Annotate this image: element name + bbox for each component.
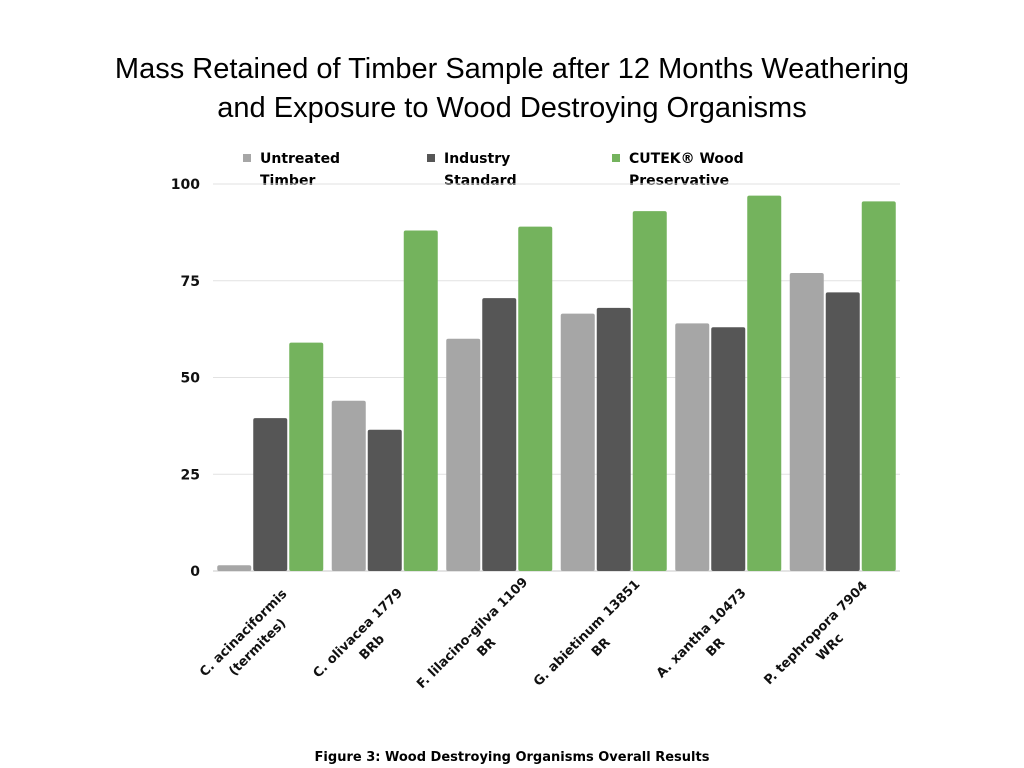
x-tick-label-line: G. abietinum 13851: [531, 577, 643, 689]
legend-item-cutek: CUTEK® Wood Preservative: [612, 148, 749, 192]
legend-label-untreated-line-1: Untreated: [260, 151, 341, 167]
x-tick-label-line: BR: [703, 635, 728, 660]
legend-item-industry: Industry Standard: [427, 148, 564, 192]
bar: [289, 342, 324, 571]
bar: [675, 323, 710, 571]
legend-label-untreated: Untreated Timber: [260, 148, 380, 192]
bar: [446, 338, 481, 571]
bar: [518, 226, 553, 571]
legend-label-untreated-line-2: Timber: [260, 173, 316, 189]
y-tick-label: 25: [181, 467, 200, 483]
bar: [560, 313, 595, 571]
bar: [596, 307, 631, 571]
x-tick-label-line: BR: [589, 635, 614, 660]
chart-title-line-2: and Exposure to Wood Destroying Organism…: [217, 92, 807, 124]
bar: [217, 565, 252, 571]
x-tick-label-line: P. tephropora 7904: [761, 579, 870, 688]
y-tick-label: 0: [190, 564, 200, 580]
legend-swatch-untreated: [243, 154, 251, 162]
x-tick-label-line: A. xantha 10473: [654, 586, 750, 682]
bar: [825, 292, 860, 571]
bar: [403, 230, 438, 571]
x-tick-label-line: C. olivacea 1779: [310, 586, 406, 682]
y-tick-label: 75: [181, 274, 200, 290]
bar: [367, 429, 402, 571]
legend-label-cutek-line-2: Preservative: [629, 173, 730, 189]
x-tick-label-line: BR: [474, 635, 499, 660]
y-tick-label: 100: [171, 177, 200, 193]
bar: [331, 400, 366, 571]
x-tick-label: C. acinaciformis(termites): [197, 587, 290, 680]
figure-caption: Figure 3: Wood Destroying Organisms Over…: [314, 750, 710, 765]
legend-label-industry: Industry Standard: [444, 148, 564, 192]
bar: [253, 418, 288, 571]
legend-label-cutek-line-1: CUTEK® Wood: [629, 151, 744, 167]
bar: [861, 201, 896, 572]
legend-label-industry-line-2: Standard: [444, 173, 517, 189]
bar: [632, 211, 667, 571]
chart-title-line-1: Mass Retained of Timber Sample after 12 …: [114, 53, 910, 85]
legend-swatch-cutek: [612, 154, 620, 162]
legend-swatch-industry: [427, 154, 435, 162]
bar: [789, 273, 824, 571]
legend-item-untreated: Untreated Timber: [243, 148, 380, 192]
y-tick-label: 50: [181, 371, 201, 387]
legend-label-cutek: CUTEK® Wood Preservative: [629, 148, 749, 192]
bar: [711, 327, 746, 571]
legend-label-industry-line-1: Industry: [444, 151, 511, 167]
chart-title: Mass Retained of Timber Sample after 12 …: [0, 50, 1024, 128]
bar: [482, 298, 517, 571]
x-tick-label-line: F. lilacino-gilva 1109: [414, 575, 531, 692]
bar: [747, 195, 782, 572]
